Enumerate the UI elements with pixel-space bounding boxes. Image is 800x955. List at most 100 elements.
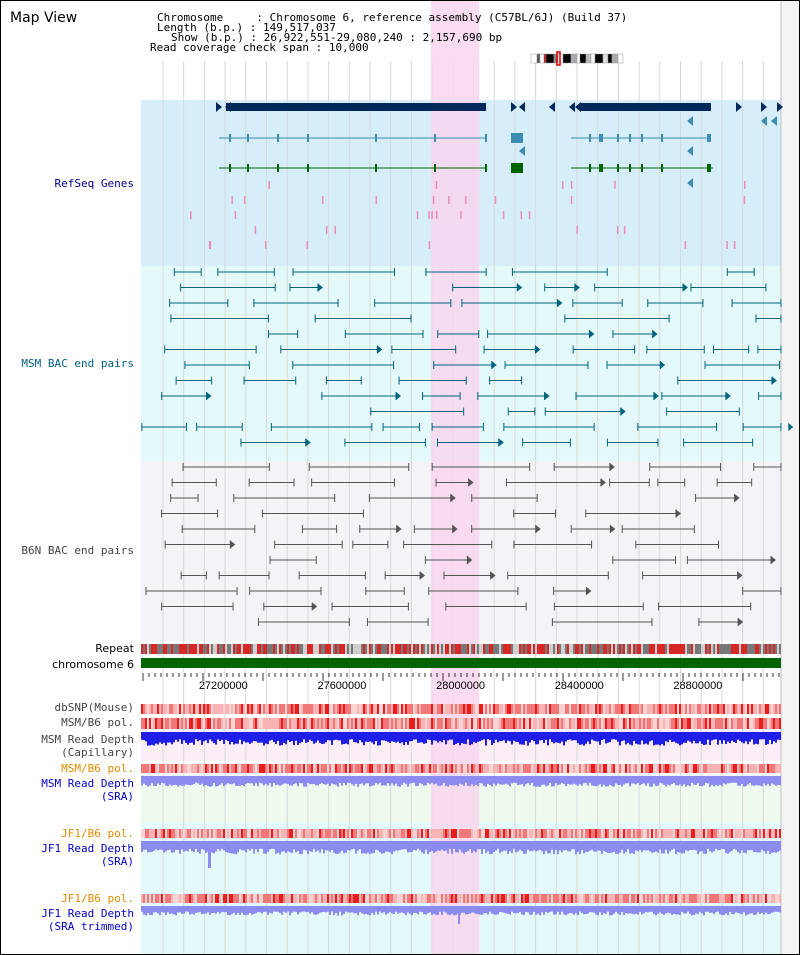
repeat-segment xyxy=(323,644,325,654)
msm-pol-sra-stripe xyxy=(491,764,493,773)
msm-pol-sra-stripe xyxy=(465,764,467,773)
msm-depth-sra-bar xyxy=(441,776,443,786)
track-label-repeat[interactable]: Repeat xyxy=(95,642,134,655)
msm-pol-sra-stripe xyxy=(643,764,645,773)
jf1-pol-stripe xyxy=(697,829,699,838)
track-label-jf1-depth[interactable]: JF1 Read Depth xyxy=(41,842,134,855)
track-label-chromosome[interactable]: chromosome 6 xyxy=(52,658,134,671)
msm-pol-stripe xyxy=(151,718,153,729)
jf1-pol-stripe xyxy=(363,829,365,838)
refseq-gene-alt-exon xyxy=(485,164,487,172)
jf1-depth-2-bar xyxy=(413,906,415,913)
jf1-depth-bar xyxy=(355,841,357,854)
jf1-depth-bar xyxy=(389,841,391,853)
msm-depth-sra-bar xyxy=(465,776,467,783)
dbsnp-stripe xyxy=(575,704,577,714)
msm-depth-sra-bar xyxy=(245,776,247,784)
track-label-msm-pol[interactable]: MSM/B6 pol. xyxy=(61,716,134,729)
jf1-depth-2-bar xyxy=(169,906,171,914)
msm-depth-cap-bar xyxy=(219,732,221,742)
msm-pol-sra-stripe xyxy=(547,764,549,773)
msm-depth-cap-bar xyxy=(619,732,621,746)
repeat-segment xyxy=(223,644,225,654)
msm-depth-sra-bar xyxy=(237,776,239,786)
jf1-pol-2-stripe xyxy=(523,894,525,903)
refseq-gene-alt-exon xyxy=(709,164,711,172)
msm-depth-sra-bar xyxy=(443,776,445,783)
msm-depth-sra-bar xyxy=(235,776,237,786)
jf1-depth-bar xyxy=(721,841,723,849)
jf1-pol-stripe xyxy=(165,829,167,838)
msm-pol-stripe xyxy=(513,718,515,729)
jf1-depth-bar xyxy=(695,841,697,851)
jf1-pol-2-stripe xyxy=(219,894,221,903)
dbsnp-stripe xyxy=(415,704,417,714)
msm-depth-sra-bar xyxy=(549,776,551,783)
msm-depth-cap-bar xyxy=(413,732,415,740)
msm-depth-cap-bar xyxy=(709,732,711,745)
dbsnp-stripe xyxy=(225,704,227,714)
jf1-pol-2-stripe xyxy=(731,894,733,903)
repeat-segment xyxy=(483,644,485,654)
msm-pol-stripe xyxy=(181,718,183,729)
msm-depth-cap-bar xyxy=(645,732,647,744)
msm-depth-sra-bar xyxy=(257,776,259,787)
track-label-dbsnp[interactable]: dbSNP(Mouse) xyxy=(54,701,134,714)
msm-depth-sra-bar xyxy=(505,776,507,784)
jf1-pol-2-stripe xyxy=(671,894,673,903)
jf1-pol-stripe xyxy=(359,829,361,838)
repeat-segment xyxy=(189,644,191,654)
gene-fragment xyxy=(431,211,433,219)
jf1-depth-2-bar xyxy=(303,906,305,912)
jf1-depth-bar xyxy=(607,841,609,853)
repeat-segment xyxy=(393,644,395,654)
msm-pol-sra-stripe xyxy=(493,764,495,773)
track-label-b6n-bac[interactable]: B6N BAC end pairs xyxy=(21,544,134,557)
msm-pol-sra-stripe xyxy=(199,764,201,773)
msm-depth-sra-bar xyxy=(745,776,747,787)
msm-depth-sra-bar xyxy=(675,776,677,786)
repeat-segment xyxy=(399,644,401,654)
msm-depth-cap-bar xyxy=(305,732,307,743)
jf1-depth-bar xyxy=(383,841,385,854)
msm-pol-stripe xyxy=(523,718,525,729)
jf1-pol-stripe xyxy=(145,829,147,838)
track-label-jf1-pol[interactable]: JF1/B6 pol. xyxy=(61,827,134,840)
dbsnp-stripe xyxy=(653,704,655,714)
track-label-msm-pol-sra[interactable]: MSM/B6 pol. xyxy=(61,762,134,775)
jf1-pol-stripe xyxy=(195,829,197,838)
ideogram-band xyxy=(617,53,624,64)
msm-pol-stripe xyxy=(631,718,633,729)
track-label-jf1-depth-2[interactable]: JF1 Read Depth xyxy=(41,907,134,920)
jf1-pol-2-stripe xyxy=(277,894,279,903)
msm-depth-cap-bar xyxy=(639,732,641,745)
jf1-depth-bar xyxy=(401,841,403,850)
jf1-depth-2-bar xyxy=(463,906,465,913)
jf1-pol-stripe xyxy=(511,829,513,838)
track-label-msm-bac[interactable]: MSM BAC end pairs xyxy=(21,357,134,370)
jf1-pol-stripe xyxy=(751,829,753,838)
track-label-refseq[interactable]: RefSeq Genes xyxy=(54,177,134,190)
msm-depth-cap-bar xyxy=(431,732,433,745)
repeat-segment xyxy=(429,644,431,654)
msm-depth-sra-bar xyxy=(527,776,529,784)
repeat-segment xyxy=(181,644,183,654)
msm-depth-sra-bar xyxy=(307,776,309,783)
track-label-msm-depth-sra[interactable]: MSM Read Depth xyxy=(41,777,134,790)
msm-depth-cap-bar xyxy=(421,732,423,743)
dbsnp-stripe xyxy=(507,704,509,714)
repeat-segment xyxy=(719,644,721,654)
msm-pol-sra-stripe xyxy=(715,764,717,773)
msm-pol-stripe xyxy=(415,718,417,729)
jf1-depth-2-bar xyxy=(347,906,349,913)
msm-pol-sra-stripe xyxy=(349,764,351,773)
msm-depth-cap-bar xyxy=(325,732,327,743)
track-label-jf1-pol-2[interactable]: JF1/B6 pol. xyxy=(61,892,134,905)
dbsnp-stripe xyxy=(281,704,283,714)
jf1-pol-stripe xyxy=(385,829,387,838)
track-label-msm-depth-cap[interactable]: MSM Read Depth xyxy=(41,733,134,746)
msm-pol-sra-stripe xyxy=(309,764,311,773)
jf1-pol-stripe xyxy=(303,829,305,838)
msm-depth-sra-bar xyxy=(455,776,457,785)
